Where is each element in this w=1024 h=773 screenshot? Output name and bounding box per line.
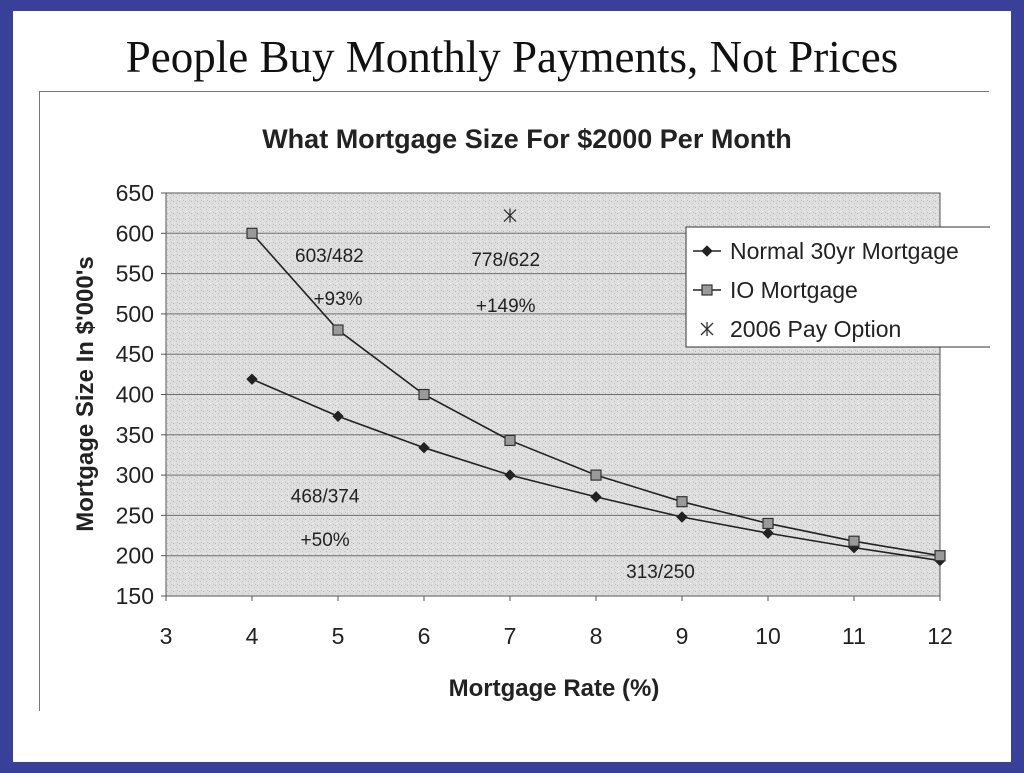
x-tick-label: 12 <box>927 623 953 649</box>
y-tick-label: 500 <box>116 301 154 327</box>
y-tick-label: 150 <box>116 583 154 609</box>
square-marker <box>676 496 688 508</box>
x-tick-label: 3 <box>160 623 173 649</box>
annotation-label: +50% <box>301 530 350 551</box>
legend-item: IO Mortgage <box>693 277 858 303</box>
legend-item: 2006 Pay Option <box>700 316 901 342</box>
x-tick-label: 9 <box>676 623 689 649</box>
y-tick-label: 350 <box>116 422 154 448</box>
diamond-marker <box>590 491 602 503</box>
annotation-label: 313/250 <box>626 562 695 583</box>
legend: Normal 30yr Mortgage IO Mortgage 2006 Pay … <box>685 226 990 348</box>
y-tick-label: 400 <box>116 382 154 408</box>
square-marker <box>701 284 713 296</box>
annotation-label: +93% <box>313 289 362 310</box>
slide-title: People Buy Monthly Payments, Not Prices <box>125 32 899 82</box>
square-marker <box>590 469 602 481</box>
y-tick-label: 650 <box>116 180 154 206</box>
square-marker <box>418 388 430 401</box>
slide: People Buy Monthly Payments, Not Prices … <box>13 11 1011 762</box>
annotation-label: 778/622 <box>471 250 540 271</box>
legend-label: 2006 Pay Option <box>730 316 901 342</box>
series-layer <box>246 208 946 567</box>
x-tick-label: 7 <box>504 623 517 649</box>
y-tick-label: 600 <box>116 220 154 246</box>
y-tick-label: 300 <box>116 462 154 488</box>
y-tick-label: 450 <box>116 341 154 367</box>
y-tick-label: 250 <box>116 502 154 528</box>
y-axis-label: Mortgage Size In $'000's <box>72 256 99 532</box>
legend-label: IO Mortgage <box>730 277 858 303</box>
legend-box <box>685 226 990 348</box>
diamond-marker <box>762 527 774 539</box>
chart-title: What Mortgage Size For $2000 Per Month <box>262 124 792 154</box>
x-axis-ticks: 3 4 5 6 7 8 9 10 11 12 <box>160 596 953 649</box>
diamond-marker <box>701 245 713 257</box>
x-axis-label: Mortgage Rate (%) <box>449 675 660 702</box>
diamond-marker <box>504 469 516 481</box>
y-axis-ticks: 150 200 250 300 350 400 450 500 550 600 650 <box>116 180 166 609</box>
series-square <box>246 227 946 562</box>
x-tick-label: 6 <box>418 623 431 649</box>
square-marker <box>246 227 258 239</box>
chart-frame: What Mortgage Size For $2000 Per Month 1… <box>39 91 990 711</box>
square-marker <box>762 517 774 530</box>
x-tick-label: 8 <box>590 623 603 649</box>
x-tick-label: 11 <box>842 623 866 649</box>
annotation-label: 603/482 <box>295 246 364 267</box>
x-tick-label: 4 <box>246 623 259 649</box>
annotation-label: 468/374 <box>291 486 360 507</box>
x-tick-label: 10 <box>755 623 781 649</box>
y-tick-label: 550 <box>116 261 154 287</box>
annotation-label: +149% <box>476 296 536 317</box>
y-tick-label: 200 <box>116 543 154 569</box>
annotations: 603/482 +93% 778/622 +149% 468/374 +50% 313/25… <box>291 246 695 583</box>
diamond-marker <box>676 511 688 523</box>
diamond-marker <box>246 373 258 385</box>
mortgage-chart: What Mortgage Size For $2000 Per Month 1… <box>72 124 990 702</box>
diamond-marker <box>332 410 344 422</box>
diamond-marker <box>418 441 430 454</box>
square-marker <box>504 434 516 447</box>
square-marker <box>934 550 946 562</box>
legend-item: Normal 30yr Mortgage <box>693 238 959 264</box>
square-marker <box>332 324 344 336</box>
x-tick-label: 5 <box>332 623 345 649</box>
legend-label: Normal 30yr Mortgage <box>730 238 959 264</box>
series-star <box>503 208 517 223</box>
square-marker <box>848 535 860 547</box>
